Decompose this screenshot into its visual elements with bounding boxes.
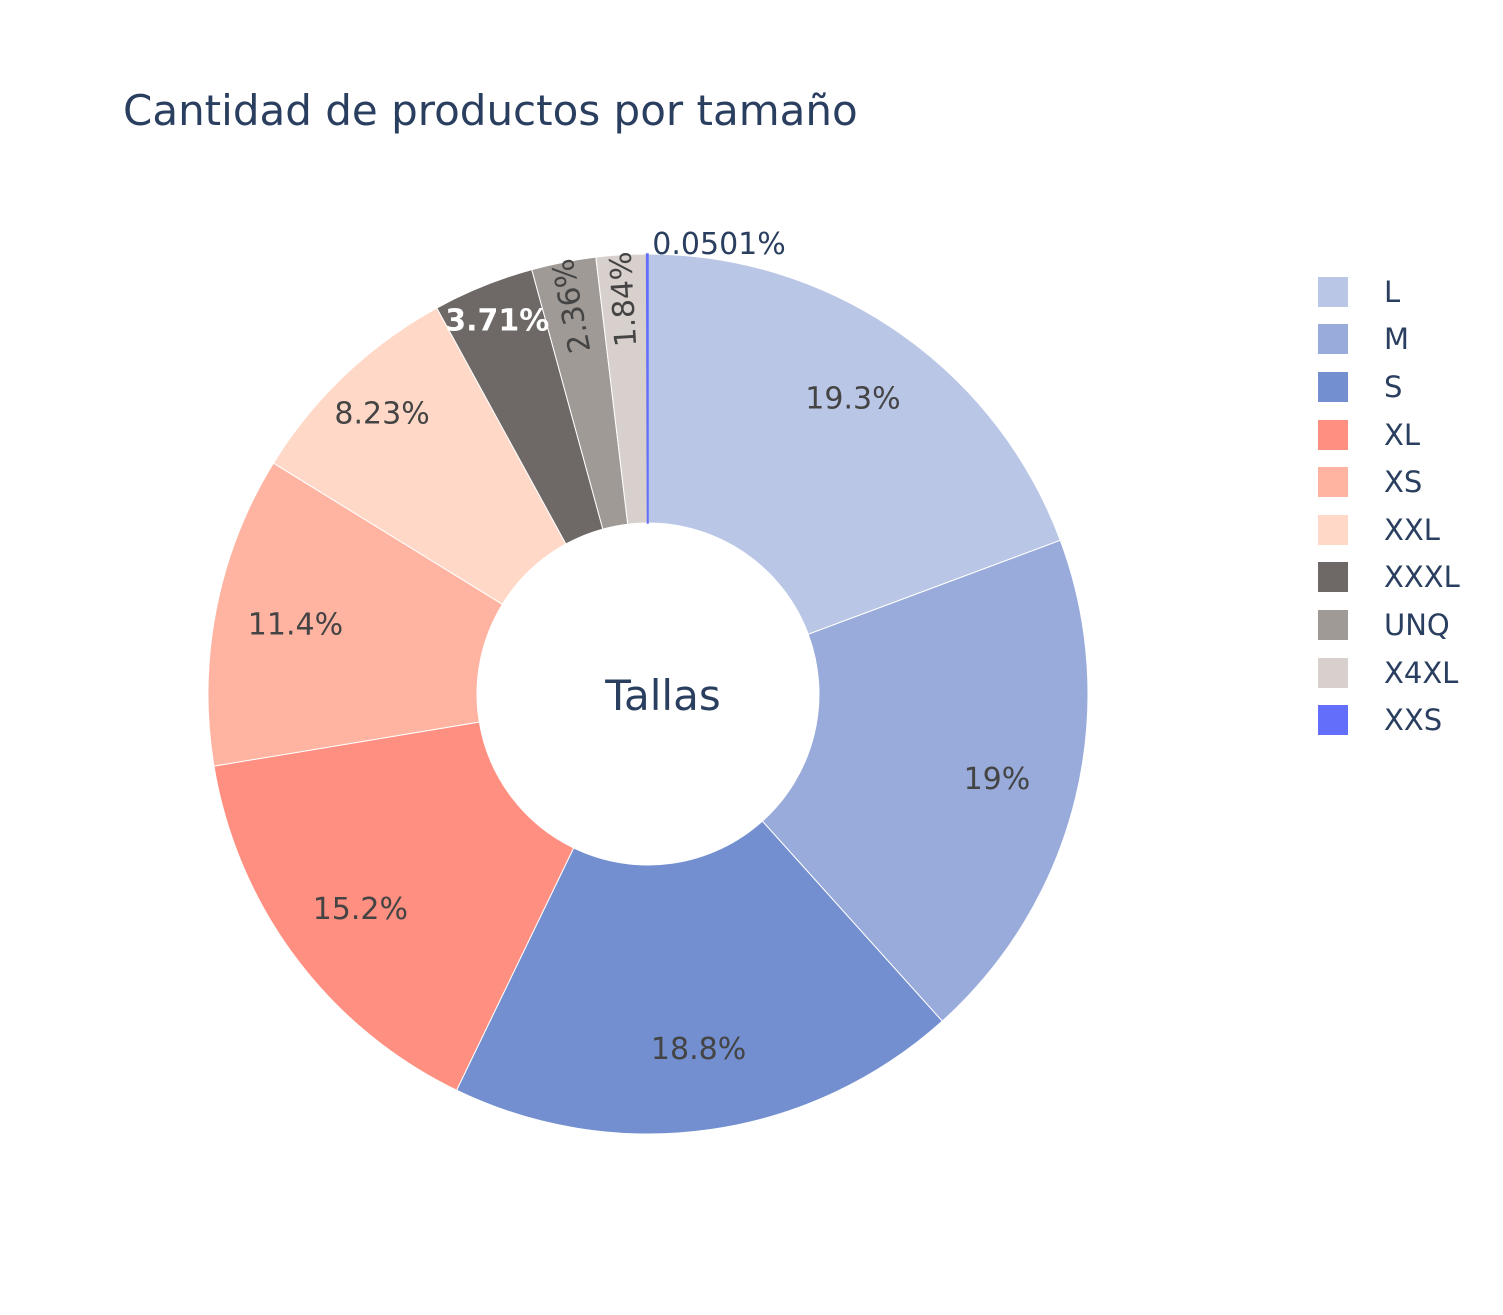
legend-swatch (1318, 562, 1348, 593)
legend-label: XL (1384, 417, 1421, 452)
slice-label-l: 19.3% (805, 381, 900, 416)
legend-swatch (1318, 324, 1348, 355)
hole-label: Tallas (604, 671, 720, 720)
legend-swatch (1318, 514, 1348, 545)
slice-label-x4xl: 1.84% (604, 251, 645, 348)
legend-swatch (1318, 371, 1348, 402)
legend-label: L (1384, 274, 1401, 309)
legend-swatch (1318, 419, 1348, 450)
legend-label: XXL (1384, 512, 1440, 547)
legend-swatch (1318, 657, 1348, 688)
legend-label: XXXL (1384, 560, 1460, 595)
legend-swatch (1318, 467, 1348, 498)
slice-m[interactable] (761, 539, 1089, 1022)
legend-item-xxs[interactable]: XXS (1318, 696, 1460, 744)
legend-item-s[interactable]: S (1318, 363, 1460, 411)
legend-label: M (1384, 322, 1410, 357)
slice-s[interactable] (455, 820, 943, 1135)
slice-label-xl: 15.2% (313, 892, 408, 927)
legend-label: S (1384, 369, 1403, 404)
legend: L M S XL XS XXL XXXL UNQ X4XL XXS (1318, 268, 1460, 744)
slice-label-m: 19% (964, 762, 1031, 797)
legend-label: XS (1384, 465, 1423, 500)
legend-item-m[interactable]: M (1318, 316, 1460, 364)
chart-title: Cantidad de productos por tamaño (123, 86, 858, 135)
slice-xl[interactable] (213, 721, 575, 1091)
slice-l[interactable] (647, 253, 1061, 635)
legend-item-xl[interactable]: XL (1318, 411, 1460, 459)
legend-label: UNQ (1384, 607, 1450, 642)
legend-item-xxl[interactable]: XXL (1318, 506, 1460, 554)
legend-label: X4XL (1384, 655, 1459, 690)
legend-item-x4xl[interactable]: X4XL (1318, 649, 1460, 697)
legend-item-xs[interactable]: XS (1318, 458, 1460, 506)
legend-item-unq[interactable]: UNQ (1318, 601, 1460, 649)
slice-label-xxl: 8.23% (334, 396, 429, 431)
slice-xs[interactable] (207, 462, 504, 767)
slices-layer (207, 253, 1089, 1135)
slice-label-xxxl: 3.71% (445, 303, 549, 338)
slice-label-xs: 11.4% (248, 607, 343, 642)
legend-swatch (1318, 276, 1348, 307)
legend-item-xxxl[interactable]: XXXL (1318, 554, 1460, 602)
slice-label-xxs: 0.0501% (652, 227, 785, 262)
legend-label: XXS (1384, 703, 1443, 738)
slice-xxl[interactable] (272, 307, 567, 605)
slice-label-s: 18.8% (651, 1032, 746, 1067)
legend-swatch (1318, 705, 1348, 736)
labels-layer: 19.3%19%18.8%15.2%11.4%8.23%3.71%2.36% 1.… (248, 227, 1031, 1067)
legend-item-l[interactable]: L (1318, 268, 1460, 316)
slice-xxs[interactable] (645, 253, 649, 524)
legend-swatch (1318, 609, 1348, 640)
